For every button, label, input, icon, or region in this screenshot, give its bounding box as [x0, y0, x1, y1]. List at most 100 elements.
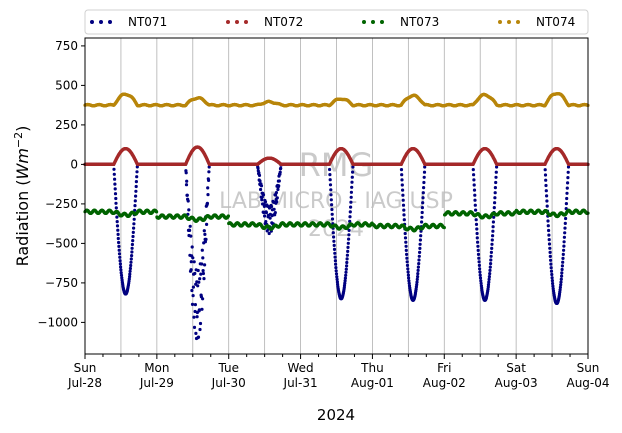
- data-point: [560, 271, 564, 275]
- data-point: [274, 191, 278, 195]
- data-point: [330, 207, 334, 212]
- data-point: [564, 202, 569, 206]
- data-point: [551, 281, 555, 286]
- data-point: [405, 256, 409, 260]
- data-point: [489, 262, 493, 266]
- data-point: [185, 179, 189, 183]
- data-point: [486, 285, 490, 289]
- data-point: [476, 252, 481, 256]
- data-point: [198, 277, 202, 281]
- data-point: [415, 280, 419, 284]
- data-point: [418, 250, 422, 254]
- data-point: [114, 206, 118, 210]
- data-point: [334, 266, 338, 270]
- data-point: [197, 280, 201, 284]
- data-point: [128, 275, 132, 279]
- data-point: [347, 228, 351, 232]
- data-point: [256, 166, 260, 170]
- data-point: [488, 272, 492, 276]
- data-point: [190, 302, 195, 306]
- data-point: [133, 208, 137, 212]
- data-point: [332, 239, 336, 243]
- data-point: [206, 193, 210, 197]
- data-point: [198, 327, 202, 332]
- data-point: [134, 194, 138, 198]
- data-point: [346, 245, 350, 249]
- data-point: [488, 265, 492, 269]
- data-point: [332, 247, 337, 251]
- data-point: [478, 273, 482, 277]
- data-point: [329, 188, 333, 192]
- data-point: [115, 224, 120, 228]
- data-point: [479, 279, 483, 283]
- data-point: [134, 189, 138, 193]
- data-point: [132, 226, 136, 230]
- data-point: [492, 206, 496, 210]
- data-point: [202, 277, 206, 281]
- data-point: [202, 229, 206, 233]
- data-point: [135, 170, 139, 174]
- data-point: [416, 268, 420, 272]
- data-point: [492, 215, 496, 219]
- data-point: [478, 267, 482, 271]
- data-point: [115, 220, 119, 224]
- data-point: [473, 198, 477, 202]
- data-point: [494, 170, 498, 174]
- data-point: [546, 224, 550, 228]
- data-points: [83, 92, 590, 341]
- data-point: [562, 240, 566, 244]
- data-point: [549, 258, 553, 262]
- data-point: [346, 249, 350, 253]
- data-point: [422, 170, 427, 174]
- data-point: [417, 262, 421, 266]
- data-point: [487, 280, 491, 284]
- data-point: [132, 217, 136, 221]
- data-point: [128, 266, 132, 271]
- data-point: [184, 183, 189, 187]
- data-point: [473, 193, 477, 197]
- data-point: [489, 258, 493, 262]
- data-point: [415, 277, 419, 281]
- data-point: [566, 181, 570, 185]
- data-point: [191, 285, 195, 289]
- data-point: [488, 268, 492, 272]
- data-point: [330, 203, 334, 207]
- watermark-line: LAB MICRO - IAG USP: [219, 189, 453, 214]
- data-point: [189, 268, 193, 272]
- data-point: [543, 168, 547, 172]
- data-point: [345, 257, 349, 261]
- data-point: [350, 175, 354, 179]
- data-point: [348, 219, 352, 223]
- data-point: [560, 267, 564, 272]
- data-point: [421, 196, 425, 200]
- data-point: [477, 260, 481, 264]
- data-point: [416, 272, 420, 276]
- data-point: [261, 193, 266, 197]
- data-point: [560, 274, 564, 278]
- data-point: [561, 256, 565, 260]
- data-point: [472, 188, 477, 192]
- data-point: [334, 269, 338, 273]
- data-point: [334, 262, 338, 266]
- data-point: [328, 178, 332, 182]
- data-point: [544, 183, 548, 188]
- data-point: [197, 308, 201, 312]
- data-point: [130, 250, 134, 254]
- data-point: [333, 259, 337, 263]
- data-point: [259, 184, 264, 188]
- data-point: [403, 231, 407, 236]
- data-point: [128, 269, 132, 273]
- data-point: [474, 222, 479, 226]
- data-point: [263, 200, 268, 204]
- data-point: [478, 276, 483, 280]
- data-point: [400, 173, 404, 177]
- data-point: [565, 186, 569, 190]
- data-point: [442, 226, 446, 230]
- data-point: [275, 200, 279, 204]
- data-point: [332, 235, 336, 239]
- data-point: [563, 221, 567, 225]
- data-point: [473, 203, 477, 207]
- data-point: [273, 211, 277, 215]
- data-point: [420, 220, 424, 224]
- data-point: [418, 246, 422, 250]
